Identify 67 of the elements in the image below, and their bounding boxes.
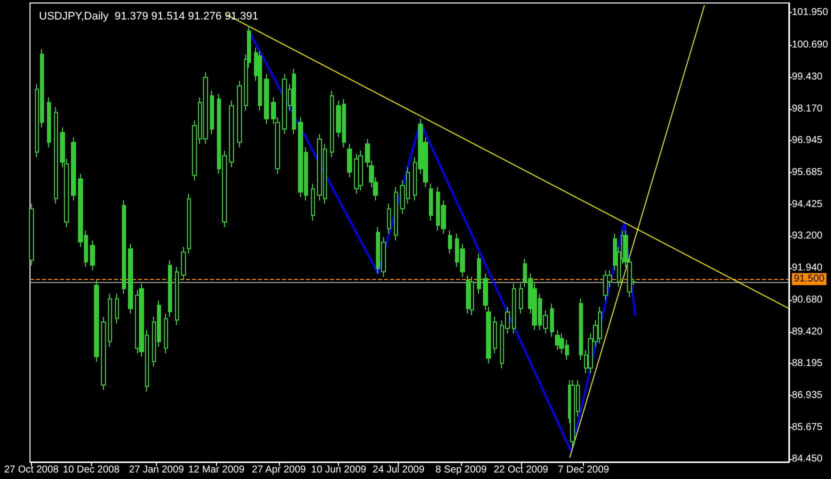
candlestick xyxy=(330,90,334,158)
y-tick-label: 91.940 xyxy=(792,262,823,274)
candlestick xyxy=(477,253,481,294)
candlestick xyxy=(181,246,186,281)
candlestick xyxy=(168,260,172,318)
candlestick xyxy=(448,230,452,254)
y-tick-label: 100.690 xyxy=(792,39,828,50)
candlestick xyxy=(47,96,51,148)
y-tick-label: 85.675 xyxy=(792,422,823,434)
candlestick xyxy=(71,136,76,201)
candlestick xyxy=(264,74,269,124)
x-tick-label: 10 Jun 2009 xyxy=(311,464,367,476)
x-tick-label: 7 Dec 2009 xyxy=(558,464,610,476)
candlestick xyxy=(358,150,363,191)
candlestick xyxy=(108,293,112,348)
candlestick xyxy=(486,306,491,364)
candlestick xyxy=(175,266,179,326)
line-series xyxy=(248,30,636,453)
candlestick xyxy=(493,316,497,354)
x-tick-label: 10 Dec 2008 xyxy=(62,464,120,476)
x-tick-label: 27 Oct 2008 xyxy=(4,464,60,476)
candlestick xyxy=(603,270,608,301)
candlestick xyxy=(429,183,433,222)
y-tick-label: 94.425 xyxy=(792,199,823,210)
candlestick xyxy=(210,90,214,135)
candlestick xyxy=(387,203,391,234)
candlestick xyxy=(519,283,523,314)
y-tick-label: 93.200 xyxy=(792,230,823,242)
candlestick xyxy=(483,273,488,311)
x-tick-label: 27 Jan 2009 xyxy=(128,464,184,476)
candlestick xyxy=(54,106,58,204)
candlestick xyxy=(101,316,106,391)
candlestick xyxy=(258,50,262,112)
candlestick xyxy=(229,100,234,168)
y-tick-label: 89.420 xyxy=(792,326,823,338)
x-tick-label: 22 Oct 2009 xyxy=(494,464,549,476)
candlestick xyxy=(555,330,560,351)
candlestick xyxy=(311,183,315,222)
y-tick-label: 86.935 xyxy=(792,390,823,402)
x-tick-label: 8 Sep 2009 xyxy=(436,464,488,476)
x-tick-label: 27 Apr 2009 xyxy=(252,464,306,476)
y-tick-label: 96.945 xyxy=(792,134,823,146)
candlestick xyxy=(187,193,191,254)
candlestick xyxy=(292,68,296,135)
candlestick xyxy=(550,303,554,338)
y-tick-label: 99.430 xyxy=(792,71,823,82)
candlestick xyxy=(470,276,474,316)
candlestick xyxy=(512,283,516,334)
y-tick-label: 90.680 xyxy=(792,294,823,306)
y-tick-label: 88.195 xyxy=(792,358,823,369)
candlestick xyxy=(347,144,352,178)
x-tick-label: 24 Jul 2009 xyxy=(372,464,425,476)
x-tick-label: 12 Mar 2009 xyxy=(188,464,245,476)
candlestick xyxy=(164,313,168,354)
y-tick-label: 101.950 xyxy=(792,7,828,18)
candlestick xyxy=(237,80,242,148)
candlestick xyxy=(115,293,119,324)
y-tick-label: 98.170 xyxy=(792,104,823,115)
candlestick xyxy=(394,186,398,241)
y-tick-label: 95.685 xyxy=(792,166,823,178)
ref-line-label: 91.500 xyxy=(794,274,825,285)
candlestick xyxy=(94,280,99,362)
candlestick xyxy=(90,240,95,271)
candlestick xyxy=(128,243,133,314)
y-tick-label: 84.450 xyxy=(792,453,823,464)
candlestick xyxy=(122,200,126,294)
candlestick xyxy=(466,274,470,314)
